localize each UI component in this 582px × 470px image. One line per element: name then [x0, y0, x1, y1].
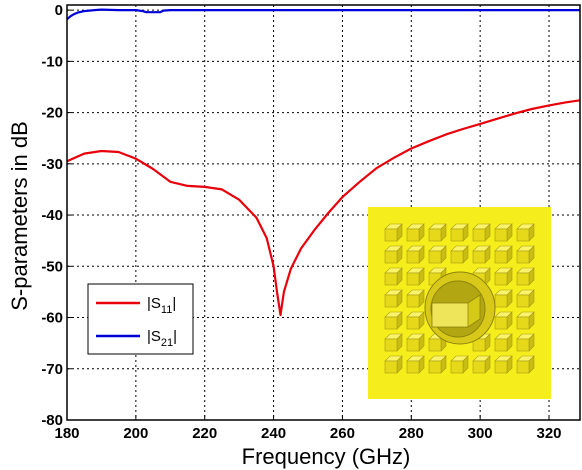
inset-cube [450, 355, 469, 374]
axis-ticks: 180 200 220 240 260 280 300 320 0 -10 -20 -30 -40 -50… [41, 2, 561, 442]
inset-cube [406, 333, 425, 352]
x-tick-label: 280 [399, 425, 424, 442]
y-tick-label: -50 [41, 258, 63, 275]
inset-cube [516, 355, 535, 374]
inset-cube [406, 311, 425, 330]
inset-cube [406, 355, 425, 374]
inset-cube [516, 333, 535, 352]
y-tick-label: -10 [41, 53, 63, 70]
legend-box [87, 283, 194, 355]
inset-cube [406, 245, 425, 264]
y-tick-label: -70 [41, 361, 63, 378]
inset-cube [406, 267, 425, 286]
inset-cube [494, 245, 513, 264]
inset-cube [516, 245, 535, 264]
inset-cube [494, 311, 513, 330]
inset-cube [494, 355, 513, 374]
x-tick-label: 220 [192, 425, 217, 442]
inset-cube [494, 223, 513, 242]
inset-cube [384, 333, 403, 352]
plot-frame [66, 4, 581, 421]
inset-cube [428, 355, 447, 374]
inset-ring [424, 271, 496, 345]
inset-cube [516, 311, 535, 330]
inset-cube [494, 267, 513, 286]
inset-cube [516, 267, 535, 286]
inset-cube [384, 289, 403, 308]
x-tick-label: 200 [123, 425, 148, 442]
legend-label: |S21| [147, 328, 177, 349]
inset-cube [406, 223, 425, 242]
y-tick-label: -30 [41, 156, 63, 173]
x-tick-label: 320 [536, 425, 561, 442]
y-tick-label: -60 [41, 310, 63, 327]
x-tick-label: 300 [468, 425, 493, 442]
series-line-s21 [66, 8, 580, 21]
inset-cube [428, 245, 447, 264]
inset-cube [472, 355, 491, 374]
inset-cube [384, 311, 403, 330]
inset-cube [428, 223, 447, 242]
y-tick-label: -80 [41, 412, 63, 429]
inset-cube [472, 245, 491, 264]
inset-cube [516, 289, 535, 308]
series-lines [66, 8, 581, 317]
inset-cube [384, 267, 403, 286]
inset-cube [450, 223, 469, 242]
inset-cube [516, 223, 535, 242]
y-tick-label: -40 [41, 207, 63, 224]
x-tick-label: 180 [54, 425, 79, 442]
inset-cube [384, 355, 403, 374]
inset-cube [494, 289, 513, 308]
y-tick-label: 0 [55, 2, 63, 19]
x-tick-label: 240 [261, 425, 286, 442]
inset-cube [472, 223, 491, 242]
inset-cube [384, 245, 403, 264]
legend: |S11| |S21| [87, 283, 194, 355]
series-line-s11 [66, 99, 581, 317]
inset-cube [384, 223, 403, 242]
x-tick-label: 260 [330, 425, 355, 442]
legend-label: |S11| [147, 295, 176, 316]
inset-cube [450, 245, 469, 264]
inset-unit-cell-illustration [368, 207, 551, 399]
x-axis-label: Frequency (GHz) [242, 444, 411, 469]
inset-cube [494, 333, 513, 352]
inset-cube [406, 289, 425, 308]
y-tick-label: -20 [41, 105, 63, 122]
y-axis-label: S-parameters in dB [7, 121, 32, 311]
